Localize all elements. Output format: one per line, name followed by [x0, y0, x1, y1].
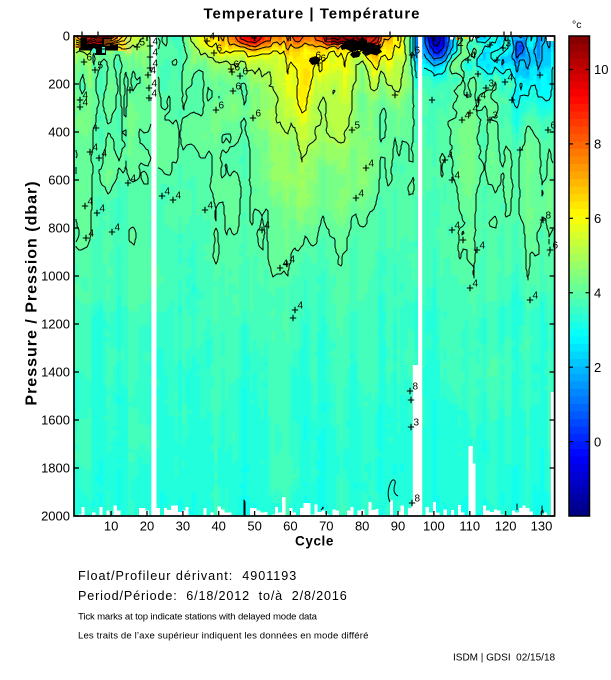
svg-text:6: 6 [243, 67, 249, 78]
svg-text:6: 6 [87, 53, 93, 64]
svg-text:4: 4 [473, 279, 479, 290]
svg-text:4: 4 [298, 301, 304, 312]
svg-text:5: 5 [98, 61, 104, 72]
svg-text:3: 3 [489, 79, 495, 90]
svg-text:130: 130 [531, 518, 553, 533]
svg-text:4: 4 [115, 223, 121, 234]
svg-text:4: 4 [359, 189, 365, 200]
svg-text:6: 6 [236, 82, 242, 93]
svg-text:0: 0 [594, 434, 601, 449]
svg-text:6: 6 [234, 60, 240, 71]
svg-text:2: 2 [594, 360, 601, 375]
svg-text:4: 4 [471, 51, 477, 62]
svg-text:4: 4 [208, 201, 214, 212]
svg-text:6: 6 [551, 121, 557, 132]
svg-text:4: 4 [265, 221, 271, 232]
svg-text:4: 4 [152, 89, 158, 100]
svg-text:8: 8 [546, 211, 552, 222]
svg-text:3: 3 [414, 418, 420, 429]
svg-text:Temperature | Température: Temperature | Température [203, 6, 420, 23]
svg-text:6: 6 [321, 54, 327, 65]
svg-text:80: 80 [355, 518, 369, 533]
svg-text:Cycle: Cycle [295, 534, 334, 549]
svg-text:1400: 1400 [41, 365, 70, 380]
svg-text:4: 4 [290, 255, 296, 266]
svg-text:10: 10 [594, 62, 608, 77]
svg-text:4: 4 [594, 285, 601, 300]
svg-text:4: 4 [88, 197, 94, 208]
svg-text:60: 60 [283, 518, 297, 533]
svg-text:100: 100 [423, 518, 445, 533]
svg-text:4: 4 [455, 171, 461, 182]
svg-text:1000: 1000 [41, 269, 70, 284]
svg-text:4: 4 [131, 174, 137, 185]
svg-text:0: 0 [63, 29, 70, 44]
svg-text:4: 4 [455, 221, 461, 232]
svg-text:4: 4 [153, 59, 159, 70]
svg-text:ISDM | GDSI 02/15/18: ISDM | GDSI 02/15/18 [453, 653, 556, 664]
svg-text:Float/Profileur dérivant: 490: Float/Profileur dérivant: 4901193 [78, 569, 297, 583]
svg-text:Pressure / Pression (dbar): Pressure / Pression (dbar) [24, 180, 41, 405]
svg-text:4: 4 [369, 159, 375, 170]
svg-text:4: 4 [153, 37, 159, 48]
svg-text:1600: 1600 [41, 413, 70, 428]
svg-text:4: 4 [100, 204, 106, 215]
svg-text:1200: 1200 [41, 317, 70, 332]
svg-text:6: 6 [235, 63, 241, 74]
svg-text:90: 90 [391, 518, 405, 533]
svg-text:Tick marks at top indicate sta: Tick marks at top indicate stations with… [78, 612, 318, 623]
svg-text:3: 3 [506, 39, 512, 50]
svg-text:600: 600 [48, 173, 70, 188]
svg-text:4: 4 [481, 91, 487, 102]
svg-text:200: 200 [48, 77, 70, 92]
svg-text:4: 4 [151, 66, 157, 77]
svg-text:Period/Période: 6/18/2012 to: Period/Période: 6/18/2012 to/à 2/8/2016 [78, 589, 348, 603]
svg-text:30: 30 [176, 518, 190, 533]
svg-text:8: 8 [594, 137, 601, 152]
svg-text:6: 6 [256, 109, 262, 120]
svg-text:4: 4 [508, 73, 514, 84]
svg-text:Les traits de l’axe supérieur: Les traits de l’axe supérieur indiquent … [78, 631, 369, 642]
svg-text:3: 3 [493, 111, 499, 122]
svg-text:6: 6 [316, 51, 322, 62]
svg-text:4: 4 [473, 104, 479, 115]
svg-text:6: 6 [594, 211, 601, 226]
svg-text:4: 4 [480, 241, 486, 252]
svg-text:1800: 1800 [41, 461, 70, 476]
svg-text:400: 400 [48, 125, 70, 140]
svg-text:2000: 2000 [41, 509, 70, 524]
svg-text:4: 4 [448, 151, 454, 162]
svg-text:4: 4 [102, 149, 108, 160]
svg-text:70: 70 [319, 518, 333, 533]
svg-text:4: 4 [89, 229, 95, 240]
svg-text:5: 5 [140, 38, 146, 49]
svg-text:4: 4 [93, 143, 99, 154]
svg-text:4: 4 [153, 48, 159, 59]
svg-text:4: 4 [210, 32, 216, 43]
svg-text:20: 20 [140, 518, 154, 533]
svg-text:120: 120 [495, 518, 517, 533]
svg-text:4: 4 [83, 98, 89, 109]
svg-text:2: 2 [457, 35, 464, 49]
svg-text:110: 110 [459, 518, 480, 533]
svg-text:4: 4 [533, 291, 539, 302]
svg-text:6: 6 [415, 46, 421, 57]
svg-text:40: 40 [211, 518, 225, 533]
svg-text:50: 50 [247, 518, 261, 533]
svg-text:°c: °c [572, 19, 581, 31]
svg-text:6: 6 [217, 44, 223, 55]
svg-text:4: 4 [283, 259, 289, 270]
svg-text:5: 5 [355, 121, 361, 132]
svg-text:8: 8 [413, 382, 419, 393]
svg-text:4: 4 [176, 191, 182, 202]
svg-text:4: 4 [165, 187, 171, 198]
svg-text:6: 6 [219, 101, 225, 112]
svg-text:6: 6 [553, 241, 559, 252]
svg-text:4: 4 [465, 111, 471, 122]
svg-text:4: 4 [83, 91, 89, 102]
svg-text:8: 8 [415, 494, 421, 505]
svg-text:10: 10 [104, 518, 118, 533]
svg-text:4: 4 [152, 79, 158, 90]
svg-text:800: 800 [48, 221, 70, 236]
